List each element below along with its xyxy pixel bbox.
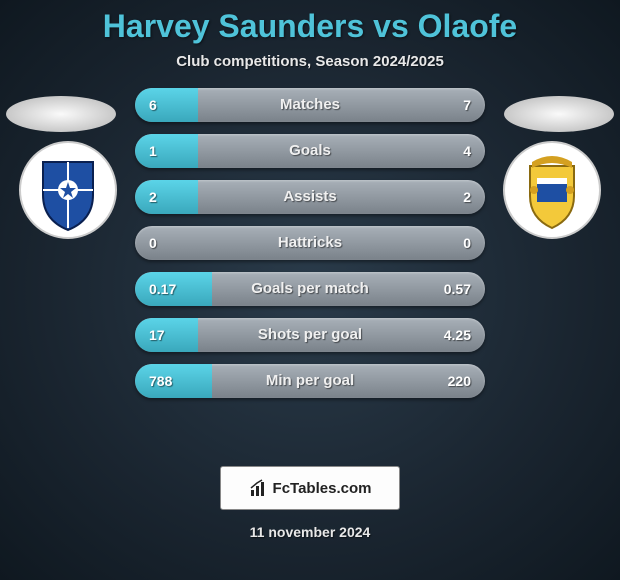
stat-bar: 788Min per goal220 (135, 364, 485, 398)
stat-label: Goals per match (135, 272, 485, 306)
stat-label: Min per goal (135, 364, 485, 398)
stats-list: 6Matches7 1Goals4 2Assists2 0Hattricks0 0.17… (135, 88, 485, 398)
player-disc-left (6, 96, 116, 132)
stat-bar: 1Goals4 (135, 134, 485, 168)
footer-date: 11 november 2024 (0, 524, 620, 540)
stat-value-right: 4 (463, 134, 471, 168)
shield-icon (502, 140, 602, 240)
stat-bar: 17Shots per goal4.25 (135, 318, 485, 352)
stat-value-right: 4.25 (444, 318, 471, 352)
shield-icon (18, 140, 118, 240)
stat-value-right: 7 (463, 88, 471, 122)
stat-bar: 2Assists2 (135, 180, 485, 214)
stat-value-right: 0.57 (444, 272, 471, 306)
stat-bar: 6Matches7 (135, 88, 485, 122)
page-title: Harvey Saunders vs Olaofe (0, 0, 620, 45)
team-crest-left (18, 140, 118, 240)
stat-bar: 0Hattricks0 (135, 226, 485, 260)
stat-label: Matches (135, 88, 485, 122)
stat-value-right: 220 (448, 364, 471, 398)
chart-icon (249, 478, 269, 498)
stat-value-right: 0 (463, 226, 471, 260)
stat-label: Assists (135, 180, 485, 214)
brand-text: FcTables.com (273, 480, 372, 497)
stat-label: Goals (135, 134, 485, 168)
stat-bar: 0.17Goals per match0.57 (135, 272, 485, 306)
page-subtitle: Club competitions, Season 2024/2025 (0, 53, 620, 70)
stat-value-right: 2 (463, 180, 471, 214)
comparison-arena: 6Matches7 1Goals4 2Assists2 0Hattricks0 0.17… (0, 88, 620, 448)
brand-logo[interactable]: FcTables.com (220, 466, 400, 510)
stat-label: Hattricks (135, 226, 485, 260)
stat-label: Shots per goal (135, 318, 485, 352)
team-crest-right (502, 140, 602, 240)
player-disc-right (504, 96, 614, 132)
